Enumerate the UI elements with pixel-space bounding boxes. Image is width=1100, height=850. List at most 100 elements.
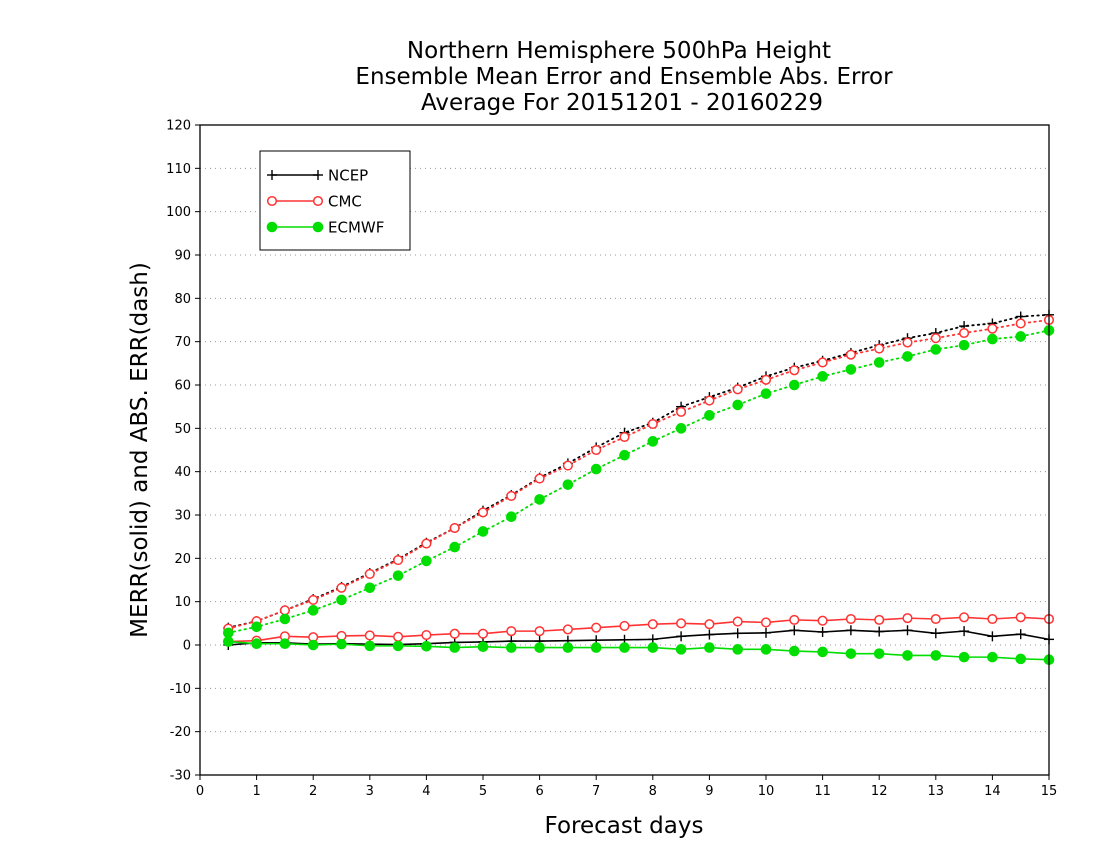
x-tick-label: 12 xyxy=(871,784,888,799)
merr-point xyxy=(619,642,630,653)
abs-err-point xyxy=(506,511,517,523)
y-tick-label: 70 xyxy=(174,335,191,350)
merr-point xyxy=(930,650,942,661)
y-tick-label: 40 xyxy=(174,465,191,480)
abs-err-point xyxy=(534,494,545,505)
abs-err-point xyxy=(647,418,658,430)
abs-err-point xyxy=(676,406,687,417)
y-tick-label: -20 xyxy=(170,725,191,740)
merr-point xyxy=(845,648,857,659)
merr-point xyxy=(930,613,941,625)
x-tick-label: 14 xyxy=(984,784,1001,799)
abs-err-point xyxy=(393,555,404,566)
merr-point xyxy=(1015,612,1026,623)
abs-err-point xyxy=(930,344,942,355)
y-tick-label: 30 xyxy=(174,509,191,524)
legend-marker-left xyxy=(266,221,278,233)
series-cmc-merr xyxy=(223,612,1055,647)
legend: NCEP CMC ECMWF xyxy=(259,150,411,251)
merr-point xyxy=(506,626,517,637)
legend-label: CMC xyxy=(328,193,362,211)
abs-err-point xyxy=(873,357,885,368)
merr-point xyxy=(562,642,574,653)
merr-point xyxy=(336,638,347,650)
x-axis-title: Forecast days xyxy=(545,813,704,839)
y-tick-label: 90 xyxy=(174,249,191,264)
x-tick-label: 6 xyxy=(535,784,543,799)
merr-point xyxy=(789,625,800,636)
abs-err-point xyxy=(619,431,630,443)
legend-marker-right xyxy=(312,221,324,233)
abs-err-point xyxy=(760,374,772,385)
abs-err-point xyxy=(279,613,291,625)
y-axis-title: MERR(solid) and ABS. ERR(dash) xyxy=(127,262,153,638)
series-ecmwf-merr xyxy=(223,636,1055,666)
abs-err-point xyxy=(619,449,630,461)
x-tick-label: 10 xyxy=(758,784,775,799)
abs-err-point xyxy=(959,327,970,339)
y-tick-label: -10 xyxy=(170,682,191,697)
abs-err-point xyxy=(732,384,743,395)
x-tick-label: 13 xyxy=(928,784,945,799)
abs-err-point xyxy=(874,343,885,354)
abs-err-point xyxy=(789,379,800,391)
abs-err-line xyxy=(227,313,1050,629)
merr-point xyxy=(732,616,743,627)
x-tick-label: 9 xyxy=(705,784,713,799)
merr-point xyxy=(987,613,998,625)
abs-err-point xyxy=(845,349,856,360)
abs-err-point xyxy=(336,582,347,593)
y-tick-label: 10 xyxy=(174,595,191,610)
merr-point xyxy=(307,639,319,651)
merr-point xyxy=(902,625,913,636)
merr-point xyxy=(987,631,998,642)
merr-point xyxy=(704,629,715,640)
series-ecmwf-abs-err xyxy=(223,325,1055,639)
abs-err-line xyxy=(227,329,1050,634)
merr-point xyxy=(675,644,687,655)
merr-point xyxy=(817,627,828,637)
legend-item-ecmwf: ECMWF xyxy=(266,219,384,237)
abs-err-point xyxy=(1015,318,1026,329)
abs-err-point xyxy=(279,605,290,616)
merr-point xyxy=(902,650,913,661)
merr-point xyxy=(704,642,715,653)
merr-line xyxy=(228,616,1050,643)
abs-err-point xyxy=(251,621,262,633)
x-tick-label: 3 xyxy=(366,784,374,799)
abs-err-point xyxy=(591,444,602,456)
abs-err-point xyxy=(760,388,772,399)
merr-point xyxy=(845,625,856,636)
y-tick-label: 0 xyxy=(183,639,191,654)
abs-err-point xyxy=(987,333,998,345)
abs-err-point xyxy=(506,490,517,501)
merr-point xyxy=(958,651,970,663)
abs-err-point xyxy=(902,337,913,348)
title-line-3: Average For 20151201 - 20160229 xyxy=(421,90,823,116)
abs-err-point xyxy=(562,460,573,471)
abs-err-point xyxy=(449,522,460,534)
abs-err-point xyxy=(675,423,687,434)
merr-line xyxy=(228,640,1050,661)
abs-err-point xyxy=(392,570,404,581)
abs-err-point xyxy=(421,555,432,567)
abs-err-point xyxy=(704,410,715,421)
merr-point xyxy=(732,628,743,639)
merr-point xyxy=(619,620,630,631)
merr-point xyxy=(873,648,885,659)
merr-point xyxy=(789,645,800,657)
merr-line xyxy=(228,629,1050,646)
y-tick-label: -30 xyxy=(170,769,191,784)
merr-point xyxy=(364,640,376,652)
abs-err-point xyxy=(421,538,432,549)
abs-err-point xyxy=(987,323,998,334)
merr-point xyxy=(251,638,262,650)
merr-point xyxy=(393,631,404,642)
x-tick-label: 15 xyxy=(1041,784,1058,799)
merr-point xyxy=(279,638,291,650)
abs-err-point xyxy=(845,364,857,375)
series-cmc-abs-err xyxy=(223,314,1055,634)
merr-point xyxy=(477,641,489,653)
